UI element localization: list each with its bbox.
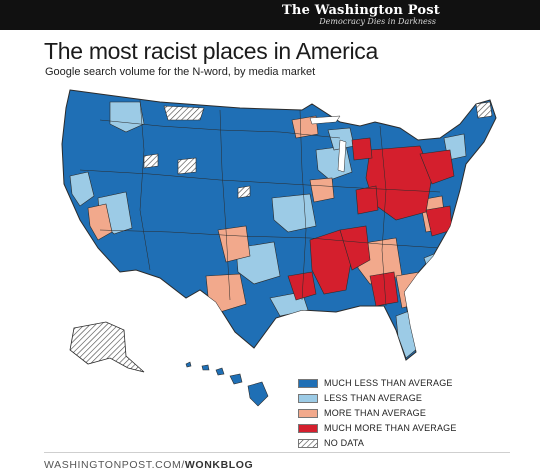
page-subtitle: Google search volume for the N-word, by … [45,66,316,78]
lake-michigan [337,139,347,173]
legend-label: LESS THAN AVERAGE [324,393,423,403]
region-no-data-montana [163,105,205,121]
alaska-no-data [69,321,145,373]
market-boundary-2 [79,169,441,193]
legend-label: NO DATA [324,438,365,448]
region-less-florida [395,309,419,359]
hawaii-island-2 [201,364,210,371]
region-more-california [87,203,113,241]
region-no-data-wyoming [177,157,197,175]
region-no-data-idaho [143,153,159,169]
lake-superior [309,115,341,125]
hawaii-island-3 [215,367,225,376]
legend-label: MUCH MORE THAN AVERAGE [324,423,457,433]
page-title: The most racist places in America [44,38,378,64]
region-no-data-nd [237,185,251,199]
market-boundary-6 [299,109,307,301]
legend-swatch-much-more [298,423,318,433]
footer-credit[interactable]: WASHINGTONPOST.COM/WONKBLOG [44,459,253,471]
region-less-pnw [109,101,145,133]
legend-swatch-no-data [298,438,318,448]
region-much-more-ohio-valley [365,145,433,221]
region-no-data-maine [475,101,493,119]
market-boundary-3 [99,229,441,249]
legend-swatch-less [298,393,318,403]
legend-swatch-more [298,408,318,418]
region-less-socal [69,171,95,207]
us-media-market-map [61,89,497,407]
market-boundary-4 [139,99,151,271]
market-boundary-1 [99,119,341,139]
footer-divider [44,452,510,453]
hawaii-island-4 [229,373,243,385]
region-much-more-pennsylvania [419,149,455,185]
legend-item-much-less: MUCH LESS THAN AVERAGE [298,376,457,390]
legend-label: MUCH LESS THAN AVERAGE [324,378,453,388]
footer-site: WASHINGTONPOST.COM/ [44,459,185,471]
header-bar: The Washington Post Democracy Dies in Da… [0,0,540,30]
hawaii-big-island [247,381,269,407]
market-boundary-5 [219,109,231,301]
legend-swatch-much-less [298,378,318,388]
map-legend: MUCH LESS THAN AVERAGE LESS THAN AVERAGE… [298,376,457,451]
legend-item-less: LESS THAN AVERAGE [298,391,457,405]
region-much-more-alabama [339,225,371,271]
legend-item-more: MORE THAN AVERAGE [298,406,457,420]
market-boundary-7 [379,125,387,307]
footer-section: WONKBLOG [184,459,254,471]
legend-item-much-more: MUCH MORE THAN AVERAGE [298,421,457,435]
legend-label: MORE THAN AVERAGE [324,408,427,418]
masthead-tagline: Democracy Dies in Darkness [319,17,436,26]
hawaii-island-1 [185,361,192,368]
region-much-more-georgia-south [369,271,399,307]
region-much-more-michigan [351,137,373,161]
masthead-logo[interactable]: The Washington Post [282,3,440,18]
region-more-iowa [309,177,335,203]
region-much-more-wv [355,185,379,215]
region-much-more-louisiana [287,271,317,301]
legend-item-no-data: NO DATA [298,436,457,450]
